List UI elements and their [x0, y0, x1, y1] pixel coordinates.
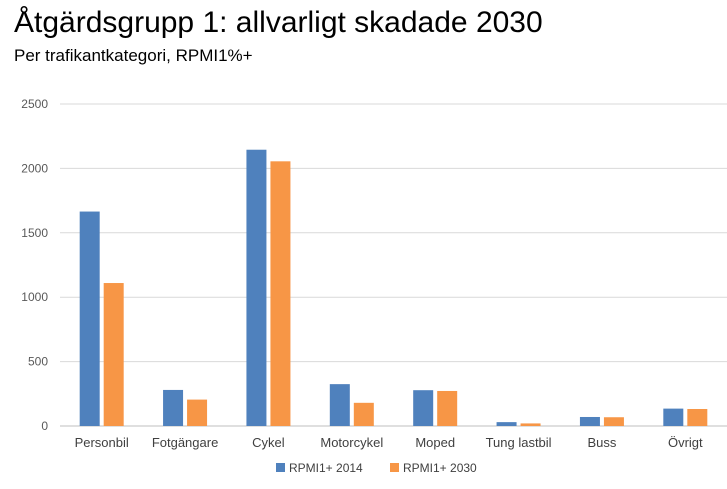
x-tick-label: Motorcykel	[320, 435, 383, 450]
x-tick-label: Fotgängare	[152, 435, 219, 450]
bar	[413, 390, 434, 426]
y-tick-label: 500	[28, 355, 48, 369]
legend-swatch	[276, 463, 285, 472]
x-tick-label: Personbil	[75, 435, 129, 450]
x-tick-label: Cykel	[252, 435, 285, 450]
x-tick-label: Moped	[415, 435, 455, 450]
bar	[103, 283, 124, 426]
bar	[79, 211, 100, 426]
chart-title: Åtgärdsgrupp 1: allvarligt skadade 2030	[14, 6, 543, 39]
bar	[687, 408, 708, 426]
x-tick-label: Övrigt	[668, 435, 703, 450]
x-tick-label: Buss	[587, 435, 616, 450]
legend-label: RPMI1+ 2014	[289, 461, 363, 475]
y-tick-label: 0	[41, 419, 48, 433]
legend-label: RPMI1+ 2030	[403, 461, 477, 475]
x-tick-label: Tung lastbil	[486, 435, 552, 450]
y-tick-label: 1500	[21, 226, 48, 240]
bar	[270, 161, 291, 427]
legend-swatch	[390, 463, 399, 472]
bar	[353, 402, 374, 426]
bar	[579, 416, 600, 426]
bar	[246, 149, 267, 426]
bar	[187, 399, 208, 426]
bar	[437, 390, 458, 426]
bar	[329, 384, 350, 426]
chart-subtitle: Per trafikantkategori, RPMI1%+	[14, 46, 253, 65]
bar	[603, 417, 624, 426]
y-tick-label: 2500	[21, 97, 48, 111]
bar	[163, 389, 184, 426]
y-tick-label: 1000	[21, 290, 48, 304]
bar	[663, 408, 684, 426]
y-tick-label: 2000	[21, 161, 48, 175]
bar	[520, 423, 541, 426]
bar	[496, 422, 517, 426]
